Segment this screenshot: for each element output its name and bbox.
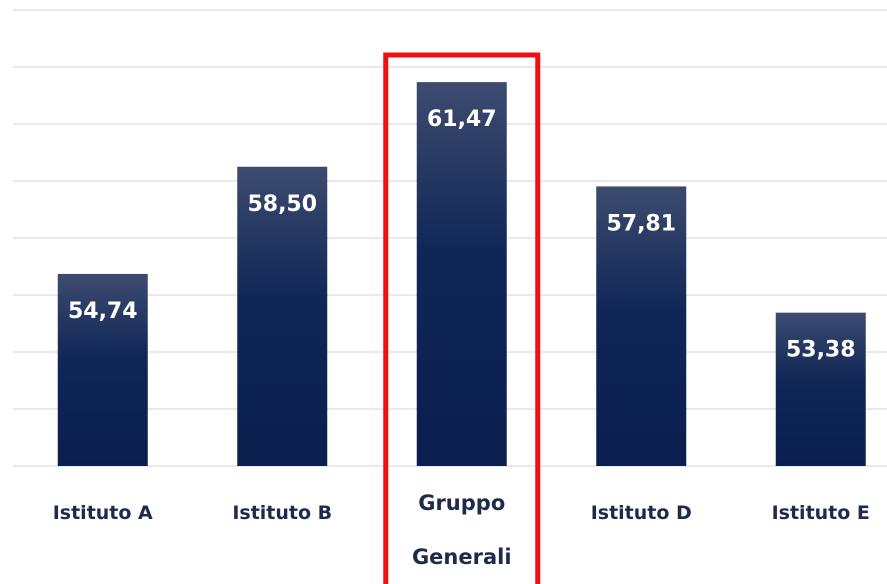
x-tick-label: Istituto D xyxy=(590,502,692,524)
x-tick-label: Istituto A xyxy=(52,502,153,524)
bar xyxy=(57,273,148,466)
value-label: 54,74 xyxy=(68,299,138,324)
x-tick-label: Istituto E xyxy=(771,502,870,524)
value-label: 58,50 xyxy=(247,192,317,217)
value-label: 61,47 xyxy=(427,107,497,132)
x-tick-label: Istituto B xyxy=(232,502,333,524)
value-label: 57,81 xyxy=(606,211,676,236)
bar xyxy=(596,186,687,467)
bar xyxy=(775,312,866,466)
value-label: 53,38 xyxy=(786,338,856,363)
bar xyxy=(237,166,328,466)
bar xyxy=(416,82,507,466)
highlight-box xyxy=(383,52,541,584)
x-tick-label: Gruppo Generali xyxy=(411,491,512,569)
